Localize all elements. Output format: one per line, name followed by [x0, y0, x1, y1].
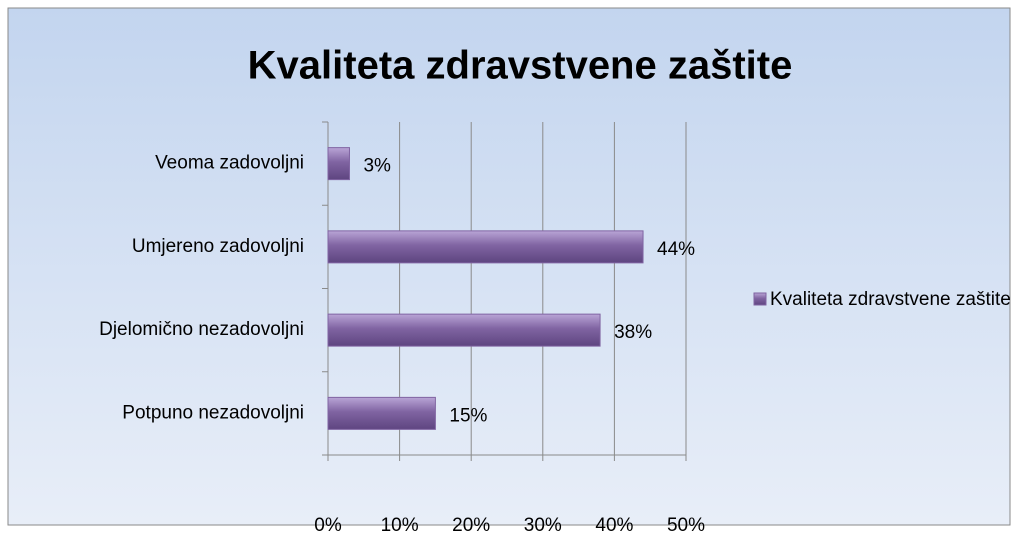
- legend-swatch: [753, 292, 767, 306]
- y-tick-label: Potpuno nezadovoljni: [122, 402, 304, 423]
- bar: [327, 396, 436, 430]
- data-label: 44%: [657, 239, 695, 260]
- x-tick-label: 10%: [381, 515, 419, 533]
- x-tick-label: 40%: [595, 515, 633, 533]
- chart-background: [7, 7, 1011, 526]
- y-tick-label: Djelomično nezadovoljni: [99, 319, 304, 340]
- bar: [327, 147, 350, 181]
- data-label: 3%: [363, 156, 391, 177]
- y-tick-label: Umjereno zadovoljni: [132, 236, 304, 257]
- data-label: 15%: [449, 405, 487, 426]
- chart-title: Kvaliteta zdravstvene zaštite: [248, 44, 793, 88]
- x-tick-label: 20%: [452, 515, 490, 533]
- bar: [327, 313, 601, 347]
- x-tick-label: 50%: [667, 515, 705, 533]
- y-tick-label: Veoma zadovoljni: [155, 153, 304, 174]
- x-tick-label: 0%: [314, 515, 342, 533]
- x-tick-label: 30%: [524, 515, 562, 533]
- data-label: 38%: [614, 322, 652, 343]
- bar: [327, 230, 644, 264]
- legend-label: Kvaliteta zdravstvene zaštite: [770, 289, 1011, 310]
